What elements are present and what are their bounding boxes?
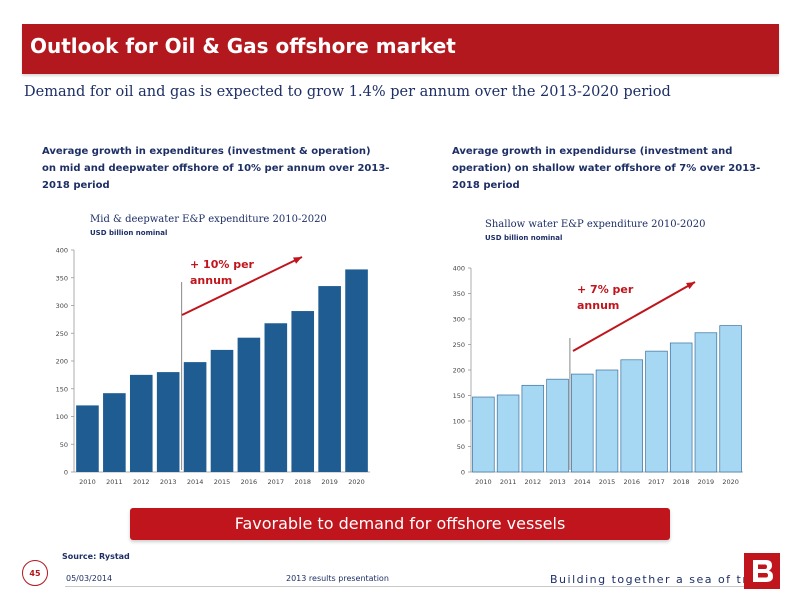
chart1-x-tick-label: 2016 — [623, 478, 640, 486]
chart1-bar-2017 — [645, 350, 668, 473]
chart1-x-tick-label: 2019 — [698, 478, 715, 486]
chart1-growth-annotation-line: annum — [577, 299, 619, 312]
chart0-y-tick-label: 0 — [64, 469, 68, 477]
chart0-x-tick-label: 2010 — [79, 478, 96, 486]
page-subtitle: Demand for oil and gas is expected to gr… — [24, 84, 671, 100]
right-description: Average growth in expendidurse (investme… — [452, 146, 761, 191]
chart1-growth-arrow-head — [686, 282, 695, 290]
chart1-y-tick-label: 250 — [453, 341, 465, 349]
chart1-x-tick-label: 2015 — [599, 478, 616, 486]
chart1-bar-2018 — [669, 342, 693, 473]
chart1-y-tick-label: 0 — [461, 469, 465, 477]
chart0-x-tick-label: 2013 — [160, 478, 177, 486]
chart0-x-tick-label: 2017 — [268, 478, 285, 486]
chart1-bar-2014 — [571, 373, 594, 473]
company-logo-icon — [744, 553, 780, 589]
chart0-bar-2020 — [345, 269, 368, 472]
chart1-y-tick-label: 100 — [453, 418, 465, 426]
chart0-x-tick-label: 2014 — [187, 478, 204, 486]
chart0-growth-annotation: + 10% per annum — [190, 258, 255, 287]
chart0-bar-2012 — [129, 374, 153, 472]
chart0-y-tick-label: 150 — [56, 385, 68, 393]
chart1-bar-2012 — [521, 384, 545, 473]
chart0-unit-label: USD billion nominal — [90, 229, 167, 237]
source-note: Source: Rystad — [62, 552, 130, 561]
chart1-x-tick-label: 2012 — [525, 478, 542, 486]
chart0-growth-arrow-head — [293, 257, 302, 264]
chart1-bar-2020 — [719, 325, 742, 473]
chart0-x-tick-label: 2020 — [348, 478, 365, 486]
chart1-growth-annotation-line: + 7% per — [577, 283, 634, 296]
chart0-bar-2017 — [264, 323, 288, 472]
chart0-bar-2015 — [210, 349, 234, 472]
page-title: Outlook for Oil & Gas offshore market — [30, 34, 456, 58]
chart0-y-tick-label: 400 — [56, 247, 68, 255]
chart1-title: Shallow water E&P expenditure 2010-2020 — [485, 219, 705, 230]
chart1-x-tick-label: 2017 — [648, 478, 665, 486]
chart0-y-tick-label: 100 — [56, 413, 68, 421]
chart1-bar-2019 — [694, 332, 718, 473]
chart1-y-tick-label: 150 — [453, 392, 465, 400]
chart0-x-tick-label: 2012 — [133, 478, 150, 486]
footer-date: 05/03/2014 — [66, 574, 113, 583]
callout-banner: Favorable to demand for offshore vessels — [130, 508, 670, 540]
title-bar: Outlook for Oil & Gas offshore market — [22, 24, 779, 74]
chart1-y-tick-label: 300 — [453, 316, 465, 324]
chart0-title: Mid & deepwater E&P expenditure 2010-202… — [90, 214, 327, 225]
footer-tagline: Building together a sea of trust — [550, 573, 770, 586]
chart0-bar-2016 — [237, 337, 261, 472]
chart1-x-tick-label: 2014 — [574, 478, 591, 486]
chart1-x-tick-label: 2018 — [673, 478, 690, 486]
chart0-x-tick-label: 2015 — [214, 478, 231, 486]
chart0-bar-2018 — [291, 311, 315, 472]
left-description: Average growth in expenditures (investme… — [42, 146, 390, 191]
chart0-x-tick-label: 2011 — [106, 478, 123, 486]
chart1-y-tick-label: 350 — [453, 290, 465, 298]
chart0-x-tick-label: 2019 — [321, 478, 338, 486]
chart0-x-tick-label: 2016 — [241, 478, 258, 486]
chart0-y-tick-label: 300 — [56, 302, 68, 310]
chart1-unit-label: USD billion nominal — [485, 234, 562, 242]
chart0-x-tick-label: 2018 — [294, 478, 311, 486]
chart0-y-tick-label: 200 — [56, 358, 68, 366]
chart1-bar-2013 — [546, 378, 569, 473]
footer-divider — [65, 586, 765, 587]
chart0-bar-2010 — [76, 405, 99, 472]
chart0-growth-annotation-line: annum — [190, 274, 232, 287]
chart1-bar-2011 — [496, 394, 520, 473]
chart1-x-tick-label: 2013 — [549, 478, 566, 486]
chart0-growth-arrow-line — [181, 256, 303, 316]
chart1-x-tick-label: 2010 — [475, 478, 492, 486]
chart1-growth-annotation: + 7% per annum — [577, 283, 634, 312]
chart0-bar-2013 — [156, 372, 180, 472]
chart0-y-tick-label: 250 — [56, 330, 68, 338]
chart0-bar-2014 — [183, 362, 207, 472]
chart1-x-tick-label: 2020 — [722, 478, 739, 486]
callout-text: Favorable to demand for offshore vessels — [234, 514, 566, 533]
chart0-bar-2019 — [318, 286, 341, 472]
footer-presentation: 2013 results presentation — [286, 574, 389, 583]
chart1-growth-arrow-line — [572, 281, 696, 352]
mid-deepwater-chart: Mid & deepwater E&P expenditure 2010-202… — [56, 214, 370, 486]
chart1-y-tick-label: 200 — [453, 367, 465, 375]
chart1-y-tick-label: 50 — [457, 443, 465, 451]
chart1-bar-2016 — [620, 359, 643, 473]
shallow-water-chart: Shallow water E&P expenditure 2010-2020 U… — [453, 219, 743, 486]
chart0-y-tick-label: 350 — [56, 274, 68, 282]
page-number: 45 — [22, 560, 48, 586]
chart1-x-tick-label: 2011 — [500, 478, 517, 486]
chart0-y-tick-label: 50 — [60, 441, 68, 449]
chart1-bar-2015 — [595, 369, 619, 473]
chart1-bar-2010 — [472, 396, 495, 473]
chart1-y-tick-label: 400 — [453, 265, 465, 273]
chart0-growth-annotation-line: + 10% per — [190, 258, 255, 271]
chart0-bar-2011 — [103, 393, 126, 472]
